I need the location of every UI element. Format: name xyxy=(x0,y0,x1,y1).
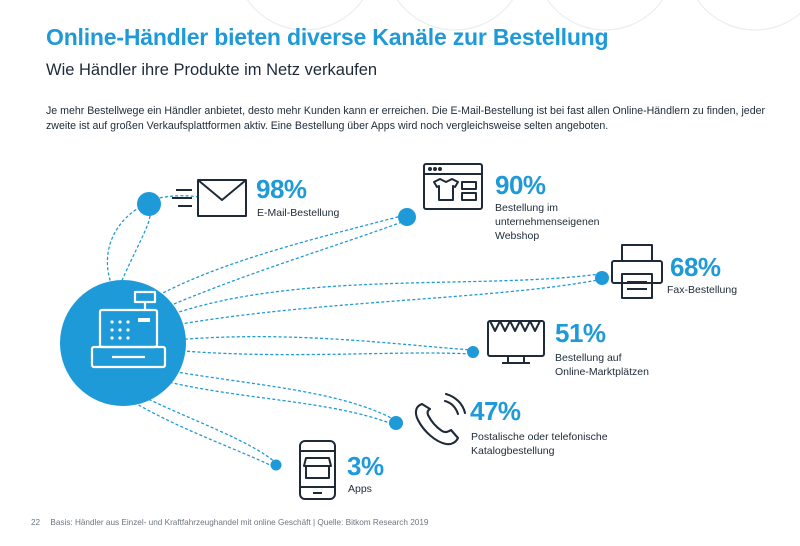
dot-webshop xyxy=(398,208,416,226)
page-subtitle: Wie Händler ihre Produkte im Netz verkau… xyxy=(46,61,378,79)
marketplace-icon xyxy=(487,320,545,364)
pct-webshop: 90% xyxy=(495,170,546,200)
endpoint-dots xyxy=(137,192,609,471)
label-webshop: Bestellung im unternehmenseigenen Websho… xyxy=(495,202,600,243)
pct-fax: 68% xyxy=(670,252,721,282)
pct-marketplace: 51% xyxy=(555,318,606,348)
phone-icon xyxy=(414,392,467,446)
dot-email xyxy=(137,192,161,216)
dot-phone xyxy=(389,416,403,430)
pct-email: 98% xyxy=(256,174,307,204)
page-title: Online-Händler bieten diverse Kanäle zur… xyxy=(46,24,609,50)
cash-register-icon xyxy=(90,290,167,369)
dot-marketplace xyxy=(467,346,479,358)
page-number: 22 xyxy=(31,518,41,527)
label-marketplace: Bestellung auf Online-Marktplätzen xyxy=(555,352,649,379)
label-phone: Postalische oder telefonische Katalogbes… xyxy=(471,431,608,458)
fax-icon xyxy=(611,244,663,299)
label-apps: Apps xyxy=(348,483,372,495)
pct-phone: 47% xyxy=(470,396,521,426)
app-icon xyxy=(299,440,336,500)
webshop-icon xyxy=(423,163,483,210)
pct-apps: 3% xyxy=(347,451,384,481)
intro-text: Je mehr Bestellwege ein Händler anbietet… xyxy=(46,105,766,133)
register-circle xyxy=(60,280,186,406)
dot-fax xyxy=(595,271,609,285)
envelope-icon xyxy=(172,179,247,217)
label-email: E-Mail-Bestellung xyxy=(257,207,340,219)
footer: 22 Basis: Händler aus Einzel- und Kraftf… xyxy=(31,518,428,527)
source-note: Basis: Händler aus Einzel- und Kraftfahr… xyxy=(50,518,429,527)
dot-apps xyxy=(270,459,282,471)
label-fax: Fax-Bestellung xyxy=(667,284,738,296)
